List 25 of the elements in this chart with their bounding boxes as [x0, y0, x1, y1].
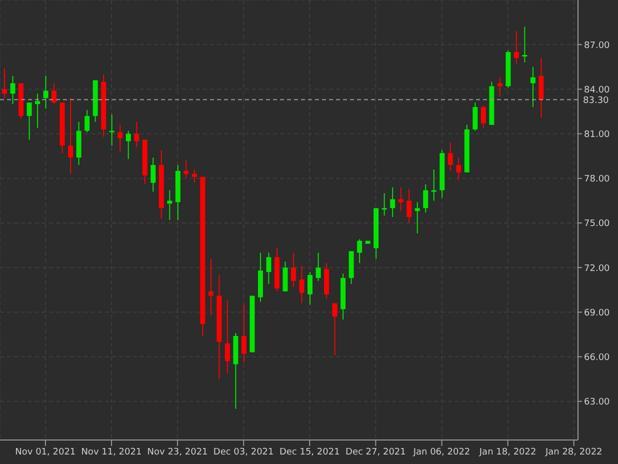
- x-tick-label: Dec 03, 2021: [213, 447, 274, 458]
- x-tick-label: Dec 27, 2021: [346, 447, 406, 458]
- candlestick: [109, 114, 114, 146]
- x-tick-label: Dec 15, 2021: [279, 447, 340, 458]
- candlestick: [431, 169, 436, 201]
- y-tick-label: 87.00: [584, 40, 610, 51]
- x-tick-label: Jan 28, 2022: [544, 447, 602, 458]
- candlestick: [208, 258, 214, 316]
- x-tick-label: Nov 23, 2021: [147, 447, 208, 458]
- y-tick-label: 72.00: [584, 264, 610, 274]
- y-tick-label: 69.00: [584, 308, 610, 318]
- x-tick-label: Jan 06, 2022: [412, 447, 470, 458]
- x-tick-label: Jan 18, 2022: [478, 447, 536, 458]
- y-tick-label: 66.00: [584, 352, 610, 363]
- y-tick-label: 81.00: [584, 130, 610, 140]
- y-tick-label: 84.00: [584, 85, 610, 96]
- x-tick-label: Nov 11, 2021: [81, 447, 142, 458]
- candlestick: [382, 193, 387, 216]
- y-tick-label: 78.00: [584, 174, 610, 185]
- candlestick: [522, 26, 528, 62]
- y-tick-label: 63.00: [584, 398, 610, 408]
- candlestick: [414, 202, 420, 234]
- y-tick-label: 75.00: [584, 219, 610, 230]
- ref-line-label: 83.30: [583, 96, 610, 106]
- x-tick-label: Nov 01, 2021: [15, 447, 76, 458]
